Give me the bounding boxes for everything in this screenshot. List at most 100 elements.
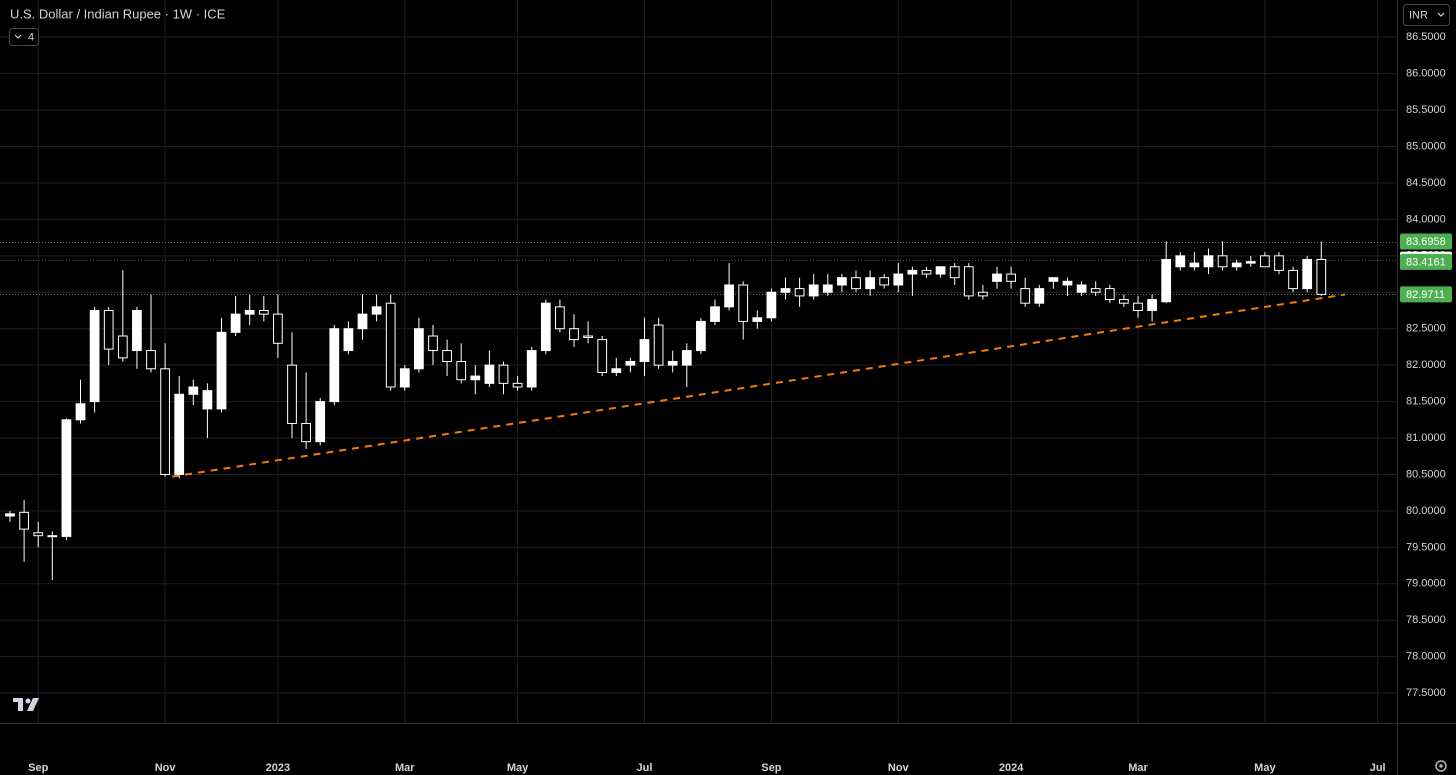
candle-body — [540, 302, 551, 352]
currency-box[interactable] — [1403, 4, 1450, 26]
indicator-toggle[interactable]: 4 — [9, 28, 39, 46]
x-tick-label: Sep — [761, 762, 781, 774]
currency-select[interactable]: INR — [1403, 4, 1450, 26]
x-tick-label: Nov — [888, 762, 910, 774]
y-tick-label: 81.0000 — [1406, 432, 1446, 444]
candle-body — [357, 313, 368, 330]
x-tick-label: Mar — [1128, 762, 1148, 774]
candle-body — [160, 368, 170, 475]
indicator-box[interactable] — [9, 28, 39, 46]
candle-body — [1104, 288, 1115, 301]
candle-body — [1048, 277, 1059, 282]
candle-body — [1217, 255, 1228, 268]
candle-body — [414, 328, 424, 370]
candle-body — [794, 288, 805, 297]
candle-body — [837, 277, 847, 286]
y-tick-label: 77.5000 — [1406, 687, 1446, 699]
candle-body — [258, 309, 269, 315]
x-tick-label: 2023 — [266, 762, 290, 774]
candle-body — [188, 386, 199, 395]
candle-body — [244, 309, 255, 315]
candle-body — [512, 382, 523, 388]
candle-body — [61, 419, 72, 537]
y-tick-label: 80.0000 — [1406, 505, 1446, 517]
y-tick-label: 86.0000 — [1406, 68, 1446, 80]
candle-body — [484, 364, 495, 384]
chart-title: U.S. Dollar / Indian Rupee · 1W · ICE — [10, 6, 226, 21]
candle-body — [343, 328, 354, 352]
candle-body — [738, 284, 749, 322]
price-marker-label: 83.4161 — [1406, 256, 1446, 268]
y-tick-label: 79.5000 — [1406, 541, 1446, 553]
candle-body — [667, 361, 678, 366]
indicator-count: 4 — [28, 31, 34, 43]
y-tick-label: 86.5000 — [1406, 31, 1446, 43]
candle-body — [117, 335, 128, 359]
y-tick-label: 82.5000 — [1406, 323, 1446, 335]
candle-body — [907, 269, 918, 275]
x-tick-label: Jul — [1370, 762, 1386, 774]
candle-body — [174, 393, 185, 475]
x-tick-label: May — [1254, 762, 1276, 774]
y-tick-label: 84.5000 — [1406, 177, 1446, 189]
candle-body — [103, 309, 114, 350]
candle-body — [301, 422, 311, 443]
candle-body — [639, 339, 650, 362]
y-tick-label: 79.0000 — [1406, 578, 1446, 590]
candle-body — [428, 335, 438, 352]
candle-body — [879, 277, 890, 286]
x-tick-label: May — [507, 762, 529, 774]
candle-body — [766, 291, 777, 319]
logo-part — [27, 698, 39, 711]
candle-body — [1288, 269, 1298, 290]
y-tick-label: 84.0000 — [1406, 213, 1446, 225]
candle-body — [216, 331, 227, 410]
candle-body — [625, 361, 636, 366]
candle-body — [752, 317, 763, 322]
candle-body — [1020, 288, 1031, 304]
candle-body — [555, 306, 565, 330]
candle-body — [724, 284, 734, 308]
candle-body — [1076, 284, 1087, 293]
candle-body — [329, 328, 340, 403]
candle-body — [1062, 280, 1073, 286]
candle-body — [949, 266, 960, 279]
candle-body — [1245, 261, 1256, 264]
gear[interactable] — [1435, 760, 1447, 772]
candle-body — [893, 273, 904, 286]
candle-body — [978, 291, 988, 297]
candle-body — [470, 375, 481, 381]
price-marker-label: 82.9711 — [1406, 289, 1445, 301]
candle-body — [399, 368, 410, 388]
x-tick-label: Nov — [155, 762, 177, 774]
chevron — [1437, 12, 1445, 17]
candle-body — [456, 361, 467, 381]
candle-body — [89, 309, 100, 403]
candle-body — [583, 335, 593, 338]
chevron — [14, 34, 22, 39]
candle-body — [822, 284, 833, 293]
candle-body — [442, 350, 452, 362]
x-tick-label: 2024 — [999, 762, 1024, 774]
y-tick-label: 85.5000 — [1406, 104, 1446, 116]
candle-body — [287, 364, 297, 424]
candle-body — [315, 401, 326, 443]
trendline — [172, 293, 1346, 478]
tv-logo — [13, 698, 39, 711]
candle-body — [47, 535, 58, 538]
candle-body — [780, 288, 791, 293]
candle-body — [1119, 299, 1129, 304]
y-tick-label: 78.5000 — [1406, 614, 1446, 626]
gear-hub — [1439, 764, 1443, 768]
candle-body — [597, 339, 608, 373]
candle-body — [1006, 273, 1016, 282]
price-marker — [1400, 233, 1452, 250]
candle-body — [865, 277, 875, 290]
candle-body — [851, 277, 861, 290]
candle-body — [1316, 258, 1327, 295]
candle-body — [653, 324, 664, 366]
settings-icon[interactable] — [1435, 760, 1447, 772]
price-marker — [1400, 253, 1452, 270]
candle-body — [1260, 255, 1270, 268]
